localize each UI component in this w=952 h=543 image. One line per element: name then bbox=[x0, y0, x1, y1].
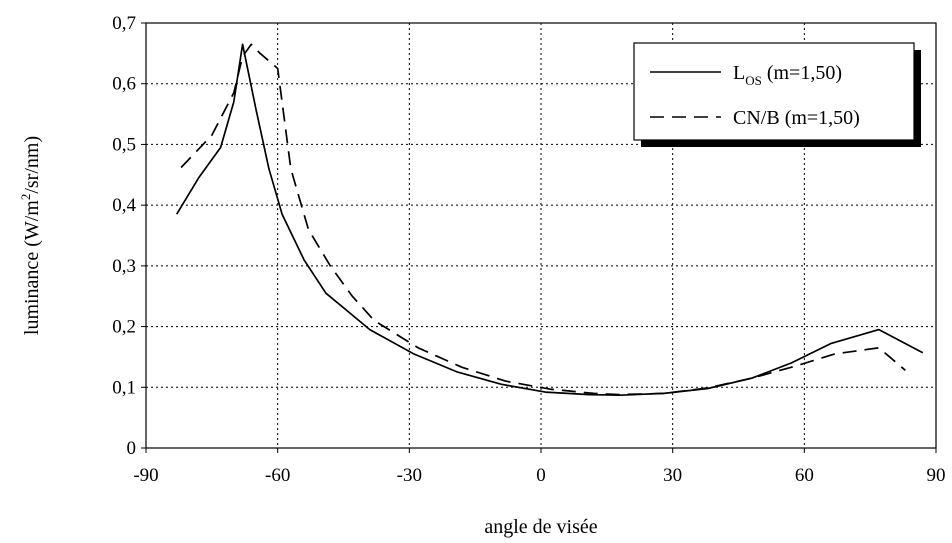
y-tick-label: 0,7 bbox=[112, 13, 136, 34]
legend-label-cn-b: CN/B (m=1,50) bbox=[733, 107, 860, 129]
y-tick-label: 0 bbox=[127, 438, 137, 459]
legend-label-l-os-main: L bbox=[733, 62, 745, 84]
y-tick-label: 0,5 bbox=[112, 134, 136, 155]
x-tick-label: 0 bbox=[536, 465, 546, 486]
y-axis-title: luminance (W/m2/sr/nm) bbox=[18, 136, 43, 335]
y-tick-label: 0,1 bbox=[112, 377, 136, 398]
y-tick-label: 0,2 bbox=[112, 317, 136, 338]
x-tick-label: -30 bbox=[397, 465, 422, 486]
y-tick-label: 0,6 bbox=[112, 74, 136, 95]
x-tick-label: 90 bbox=[927, 465, 946, 486]
y-axis-title-suffix: /sr/nm) bbox=[21, 136, 43, 194]
y-tick-label: 0,3 bbox=[112, 256, 136, 277]
legend: LOS (m=1,50) CN/B (m=1,50) bbox=[634, 43, 921, 147]
x-tick-label: -60 bbox=[265, 465, 290, 486]
x-axis-title: angle de visée bbox=[484, 516, 597, 538]
legend-label-l-os-sub: OS bbox=[745, 73, 762, 88]
legend-label-cn-b-main: CN/B bbox=[733, 107, 780, 129]
x-tick-label: 30 bbox=[663, 465, 682, 486]
x-tick-label: -90 bbox=[133, 465, 158, 486]
y-axis-title-prefix: luminance (W/m bbox=[21, 200, 43, 335]
x-tick-label: 60 bbox=[795, 465, 814, 486]
legend-label-l-os-rest: (m=1,50) bbox=[762, 62, 842, 84]
legend-label-cn-b-rest: (m=1,50) bbox=[780, 107, 860, 129]
y-tick-label: 0,4 bbox=[112, 195, 136, 216]
